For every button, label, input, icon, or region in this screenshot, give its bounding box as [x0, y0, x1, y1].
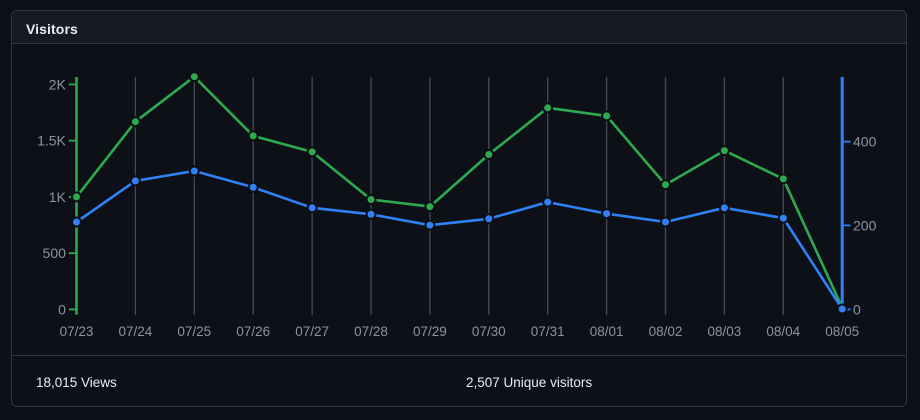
- svg-text:2K: 2K: [49, 76, 67, 92]
- svg-text:500: 500: [43, 245, 67, 261]
- svg-text:0: 0: [853, 301, 861, 317]
- svg-text:07/23: 07/23: [60, 324, 94, 339]
- svg-text:07/25: 07/25: [177, 324, 211, 339]
- svg-text:1K: 1K: [49, 189, 67, 205]
- svg-text:08/02: 08/02: [649, 324, 683, 339]
- svg-text:08/03: 08/03: [708, 324, 742, 339]
- svg-text:200: 200: [853, 217, 877, 233]
- svg-text:08/01: 08/01: [590, 324, 624, 339]
- svg-text:07/30: 07/30: [472, 324, 506, 339]
- svg-text:07/27: 07/27: [295, 324, 329, 339]
- svg-text:0: 0: [58, 301, 66, 317]
- svg-text:400: 400: [853, 134, 877, 150]
- svg-text:08/05: 08/05: [825, 324, 859, 339]
- svg-text:07/28: 07/28: [354, 324, 388, 339]
- svg-text:08/04: 08/04: [766, 324, 800, 339]
- svg-text:07/24: 07/24: [119, 324, 153, 339]
- svg-text:07/29: 07/29: [413, 324, 447, 339]
- svg-text:07/31: 07/31: [531, 324, 565, 339]
- svg-text:07/26: 07/26: [236, 324, 270, 339]
- svg-text:1.5K: 1.5K: [37, 133, 66, 149]
